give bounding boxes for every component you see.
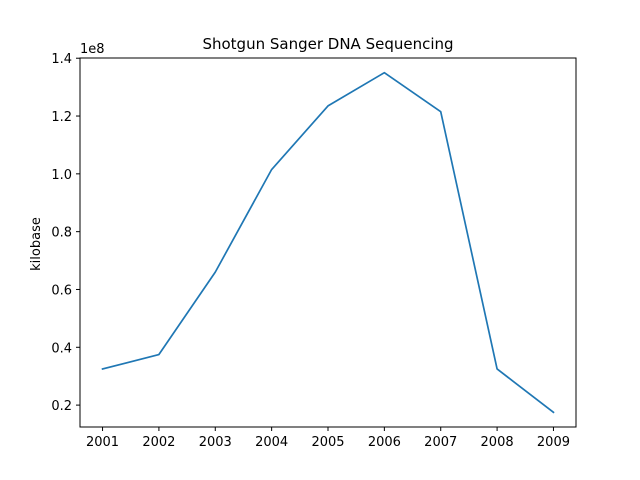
y-tick-label: 1.2 <box>51 110 72 125</box>
x-tick-label: 2006 <box>368 435 401 450</box>
x-tick-label: 2005 <box>311 435 344 450</box>
x-tick-label: 2008 <box>481 435 514 450</box>
y-tick-label: 1.4 <box>51 52 72 67</box>
x-tick-label: 2001 <box>86 435 119 450</box>
x-tick-label: 2004 <box>255 435 288 450</box>
plot-frame <box>79 57 577 428</box>
x-tick-label: 2007 <box>424 435 457 450</box>
y-axis-offset-label: 1e8 <box>80 42 105 57</box>
chart-title: Shotgun Sanger DNA Sequencing <box>202 35 453 53</box>
y-tick-label: 0.4 <box>51 341 72 356</box>
x-tick-label: 2002 <box>142 435 175 450</box>
y-tick-label: 0.8 <box>51 226 72 241</box>
y-tick-label: 0.6 <box>51 283 72 298</box>
series-line-0 <box>101 71 555 414</box>
x-tick-label: 2009 <box>537 435 570 450</box>
y-axis-label: kilobase <box>29 217 44 271</box>
x-tick-label: 2003 <box>199 435 232 450</box>
plot-area: 2001 2002 2003 2004 2005 2006 2007 2008 2009 0.2 0… <box>51 52 570 450</box>
y-tick-label: 1.0 <box>51 168 72 183</box>
y-tick-label: 0.2 <box>51 399 72 414</box>
